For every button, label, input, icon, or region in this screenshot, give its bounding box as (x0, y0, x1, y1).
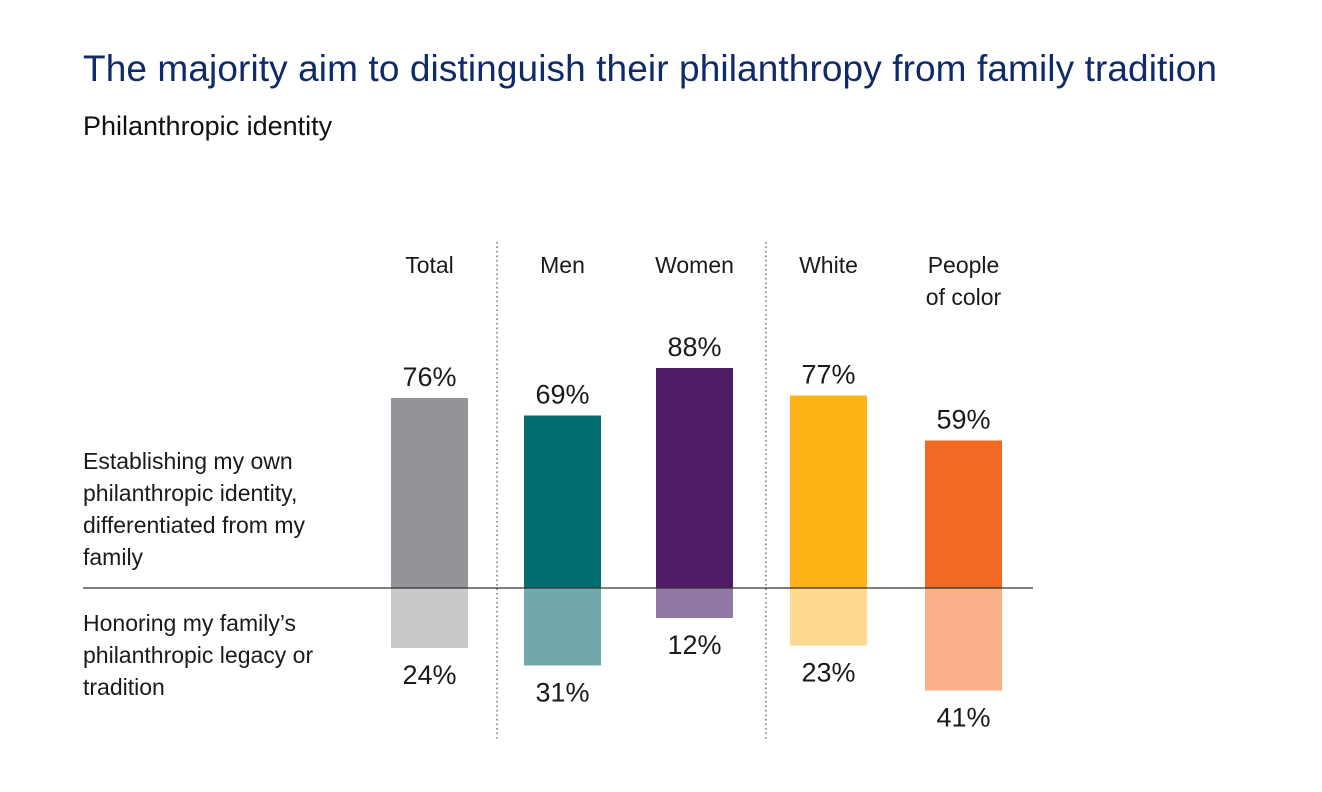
value-label: 88% (667, 332, 721, 362)
value-label: 31% (535, 678, 589, 708)
value-label: 76% (402, 362, 456, 392)
category-label: White (799, 252, 858, 278)
bar-own-identity (524, 415, 601, 588)
chart-subtitle: Philanthropic identity (83, 111, 333, 141)
bar-family-legacy (790, 588, 867, 646)
bar-own-identity (656, 368, 733, 588)
bar-family-legacy (656, 588, 733, 618)
category-label: of color (926, 284, 1002, 310)
value-label: 12% (667, 630, 721, 660)
value-label: 59% (936, 405, 990, 435)
value-label: 77% (801, 360, 855, 390)
category-label: People (928, 252, 1000, 278)
bar-family-legacy (524, 588, 601, 666)
chart-title: The majority aim to distinguish their ph… (83, 48, 1218, 89)
bar-family-legacy (391, 588, 468, 648)
row-label-family-legacy: Honoring my family’s philanthropic legac… (83, 610, 314, 700)
category-label: Total (405, 252, 454, 278)
category-label: Women (655, 252, 734, 278)
value-label: 69% (535, 380, 589, 410)
bar-family-legacy (925, 588, 1002, 691)
bar-own-identity (391, 398, 468, 588)
value-label: 41% (936, 703, 990, 733)
value-label: 24% (402, 660, 456, 690)
bar-own-identity (790, 395, 867, 588)
row-label-own-identity: Establishing my own philanthropic identi… (83, 448, 306, 570)
value-label: 23% (801, 658, 855, 688)
category-label: Men (540, 252, 585, 278)
bar-own-identity (925, 440, 1002, 588)
